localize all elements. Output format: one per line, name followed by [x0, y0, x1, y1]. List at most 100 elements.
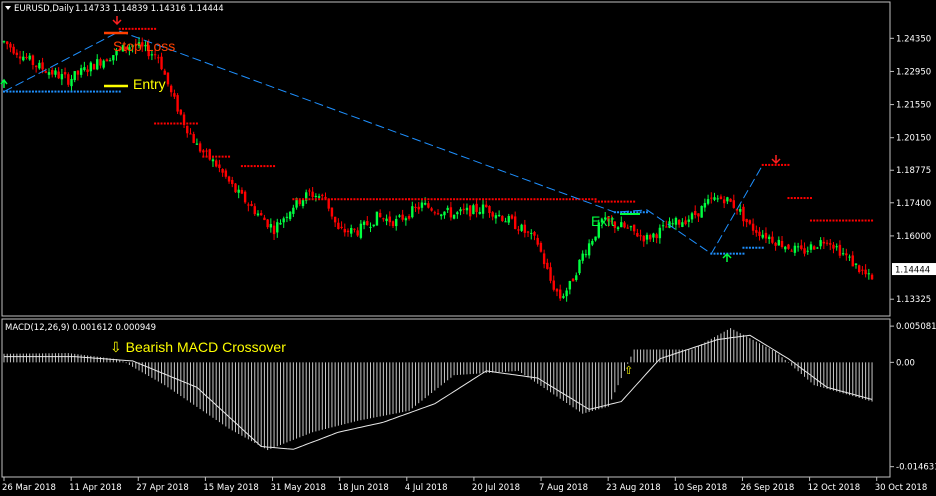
candle	[661, 220, 665, 231]
stop-dot	[134, 27, 137, 30]
stop-dot	[266, 165, 269, 168]
candle	[234, 182, 237, 194]
candle	[372, 224, 375, 228]
trend-lines	[3, 30, 764, 255]
stop-dot	[777, 163, 780, 166]
candle	[173, 89, 176, 100]
stop-dot	[359, 198, 362, 201]
candle	[652, 232, 655, 243]
candle	[816, 246, 819, 249]
symbol-label: EURUSD,Daily	[14, 4, 74, 14]
support-dot	[629, 211, 632, 214]
stop-dot	[433, 198, 436, 201]
candle	[639, 229, 642, 241]
candle	[398, 214, 401, 218]
support-dot	[51, 90, 54, 93]
candle	[359, 220, 363, 240]
stop-dot	[771, 163, 774, 166]
candle	[491, 211, 494, 221]
candle	[703, 198, 707, 212]
candle	[558, 284, 562, 301]
candle	[504, 217, 507, 223]
candle	[546, 258, 549, 270]
candle	[578, 259, 581, 276]
stop-dot	[472, 198, 475, 201]
support-dot	[86, 90, 89, 93]
stop-dot	[482, 198, 485, 201]
stop-dot	[494, 198, 497, 201]
time-tick-label: 27 Apr 2018	[136, 483, 189, 493]
support-dot	[89, 90, 92, 93]
candle	[266, 218, 269, 229]
candle	[414, 203, 417, 212]
bullish-arrow-icon: ⇧	[624, 364, 633, 377]
candle	[57, 67, 60, 80]
candle	[208, 148, 211, 161]
stop-dot	[157, 122, 160, 125]
stop-dot	[176, 122, 179, 125]
support-dot	[620, 211, 623, 214]
stop-dot	[851, 219, 854, 222]
stop-dot	[363, 198, 366, 201]
stop-dot	[809, 219, 812, 222]
stop-dot	[379, 198, 382, 201]
stop-dot	[787, 197, 790, 200]
candle	[616, 226, 620, 232]
macd-tick-label: -0.014631	[896, 463, 936, 473]
candle	[118, 47, 121, 52]
candle	[391, 220, 395, 229]
stop-dot	[440, 198, 443, 201]
support-dot	[57, 90, 60, 93]
candle	[829, 239, 832, 251]
stop-dot	[797, 197, 800, 200]
support-dot	[112, 90, 115, 93]
stop-dot	[475, 198, 478, 201]
time-tick-label: 7 Aug 2018	[539, 483, 588, 493]
stop-dot	[871, 219, 874, 222]
stop-dot	[411, 198, 414, 201]
candle	[404, 216, 408, 226]
candle	[276, 218, 279, 238]
candle	[337, 218, 340, 230]
stop-dot	[842, 219, 845, 222]
stop-dot	[173, 122, 176, 125]
candle	[700, 205, 703, 218]
support-dot	[761, 246, 764, 249]
support-dot	[31, 90, 34, 93]
candle	[684, 216, 687, 226]
support-dot	[713, 252, 716, 255]
stop-dot	[414, 198, 417, 201]
candle	[179, 109, 183, 116]
stop-dot	[372, 198, 375, 201]
support-dot	[99, 90, 102, 93]
candle	[713, 192, 716, 202]
candle	[819, 237, 822, 250]
time-tick-label: 23 Aug 2018	[606, 483, 660, 493]
stop-dot	[144, 27, 147, 30]
stop-dot	[298, 198, 301, 201]
candle	[51, 67, 54, 78]
candle	[710, 192, 713, 204]
candle	[214, 158, 218, 168]
candle	[478, 207, 482, 215]
candle	[632, 224, 636, 235]
candle	[305, 189, 308, 204]
stop-dot	[813, 219, 816, 222]
candle	[250, 200, 253, 207]
stop-dot	[555, 198, 558, 201]
stop-dot	[485, 198, 488, 201]
support-dot	[105, 90, 108, 93]
stop-dot	[607, 200, 610, 203]
candle	[719, 194, 723, 200]
stop-dot	[568, 198, 571, 201]
dropdown-arrow-icon[interactable]	[5, 6, 11, 10]
stop-dot	[318, 198, 321, 201]
candle	[54, 67, 57, 78]
stop-dot	[305, 198, 308, 201]
candle	[571, 278, 575, 282]
buy-arrow-icon	[0, 78, 8, 88]
stop-dot	[491, 198, 494, 201]
stop-dot	[774, 163, 777, 166]
support-dot	[25, 90, 28, 93]
candle	[260, 210, 263, 216]
